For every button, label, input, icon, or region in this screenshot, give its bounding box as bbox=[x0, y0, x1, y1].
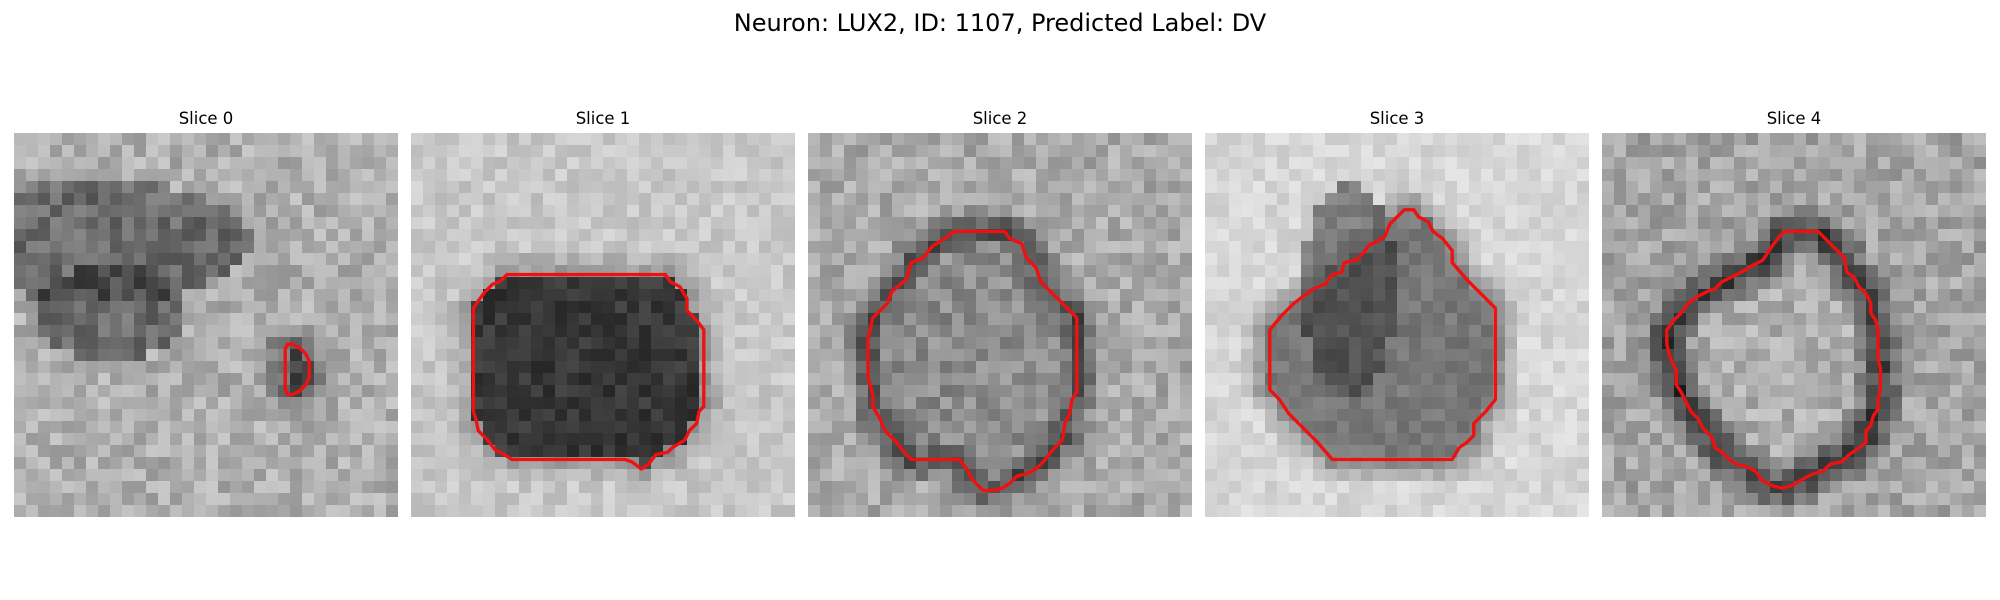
grayscale-pixels bbox=[1602, 133, 1986, 517]
segmentation-contour bbox=[866, 229, 1079, 493]
slice-title: Slice 0 bbox=[178, 109, 234, 128]
slice-title: Slice 1 bbox=[575, 109, 631, 128]
grayscale-pixels bbox=[14, 133, 398, 517]
slice-panel-2: Slice 2 bbox=[808, 108, 1192, 517]
figure-title: Neuron: LUX2, ID: 1107, Predicted Label:… bbox=[733, 9, 1267, 37]
slice-panel-3: Slice 3 bbox=[1205, 108, 1589, 517]
slice-panel-0: Slice 0 bbox=[14, 108, 398, 517]
slice-title: Slice 4 bbox=[1766, 109, 1822, 128]
grayscale-pixels bbox=[808, 133, 1192, 517]
slice-panel-4: Slice 4 bbox=[1602, 108, 1986, 517]
segmentation-contour bbox=[283, 342, 311, 397]
slice-title: Slice 3 bbox=[1369, 109, 1425, 128]
segmentation-contour bbox=[471, 272, 706, 471]
slice-title: Slice 2 bbox=[972, 109, 1028, 128]
segmentation-contour bbox=[1268, 208, 1498, 462]
segmentation-contour bbox=[1665, 229, 1883, 490]
grayscale-pixels bbox=[1205, 133, 1589, 517]
slice-image bbox=[1602, 133, 1986, 517]
grayscale-pixels bbox=[411, 133, 795, 517]
slice-image bbox=[14, 133, 398, 517]
slice-image bbox=[411, 133, 795, 517]
slice-image bbox=[1205, 133, 1589, 517]
slice-panel-1: Slice 1 bbox=[411, 108, 795, 517]
slice-image bbox=[808, 133, 1192, 517]
